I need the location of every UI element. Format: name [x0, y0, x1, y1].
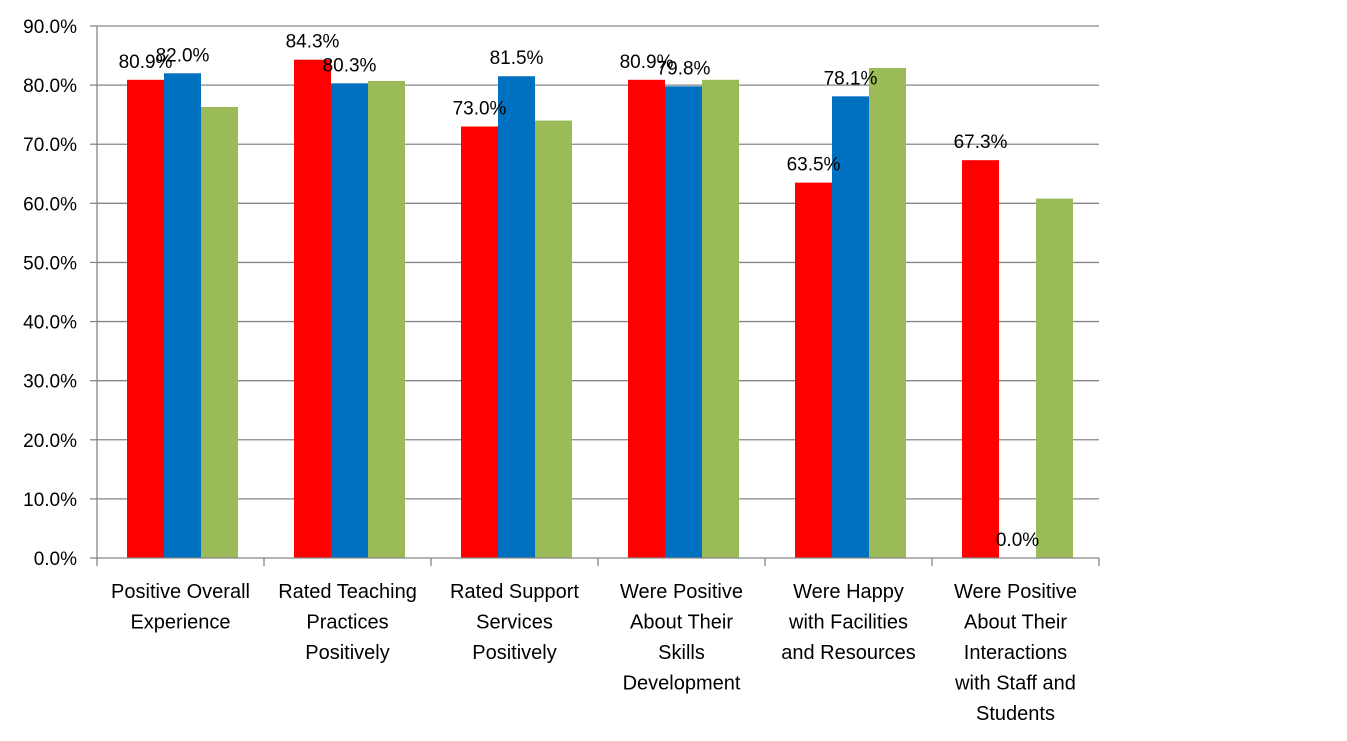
data-label: 73.0%: [453, 98, 507, 119]
data-label: 0.0%: [996, 530, 1039, 551]
bar: [795, 182, 832, 558]
y-tick-label: 90.0%: [23, 17, 77, 38]
bar: [962, 160, 999, 558]
data-label: 67.3%: [954, 132, 1008, 153]
category-labels: Positive Overall Experience Rated Teaching…: [111, 581, 1077, 725]
y-tick-labels: 0.0% 10.0% 20.0% 30.0% 40.0% 50.0% 60.0% 70.0% 8…: [23, 17, 77, 570]
data-label: 84.3%: [286, 32, 340, 53]
data-labels: 80.9% 84.3% 73.0% 80.9% 63.5% 67.3% 82.0% 80.3%…: [119, 32, 1040, 551]
axes: [90, 25, 1100, 566]
category-label: Were Positive About Their Interactions with…: [954, 581, 1077, 725]
category-label: Were Happy with Facilities and Resources: [781, 581, 916, 664]
data-label: 79.8%: [657, 58, 711, 79]
bar: [1036, 198, 1073, 559]
y-tick-label: 30.0%: [23, 372, 77, 393]
data-label: 80.9%: [620, 52, 674, 73]
y-tick-label: 0.0%: [34, 549, 77, 570]
y-tick-label: 40.0%: [23, 313, 77, 334]
y-tick-label: 50.0%: [23, 253, 77, 274]
category-label: Were Positive About Their Skills Developmen…: [620, 581, 743, 695]
bar: [331, 83, 368, 559]
data-label: 81.5%: [490, 48, 544, 69]
y-tick-label: 70.0%: [23, 135, 77, 156]
y-tick-label: 20.0%: [23, 431, 77, 452]
bar: [201, 106, 238, 558]
bar: [498, 76, 535, 558]
data-label: 80.3%: [323, 55, 377, 76]
y-tick-label: 10.0%: [23, 490, 77, 511]
bar: [702, 79, 739, 559]
data-label: 82.0%: [156, 45, 210, 66]
bar: [535, 120, 572, 559]
data-label: 78.1%: [824, 68, 878, 89]
category-label: Positive Overall Experience: [111, 581, 250, 634]
bar: [164, 73, 201, 559]
bar: [628, 79, 665, 559]
y-tick-label: 80.0%: [23, 76, 77, 97]
bar: [869, 67, 906, 559]
y-tick-label: 60.0%: [23, 194, 77, 215]
bar: [461, 126, 498, 558]
gridlines: [97, 25, 1099, 500]
bar: [368, 80, 405, 559]
bar: [832, 96, 869, 558]
data-label: 80.9%: [119, 52, 173, 73]
category-label: Rated Support Services Positively: [450, 581, 579, 664]
bar: [294, 59, 331, 559]
bars: [127, 59, 1073, 559]
bar: [127, 79, 164, 559]
bar: [665, 86, 702, 558]
category-label: Rated Teaching Practices Positively: [278, 581, 417, 664]
data-label: 63.5%: [787, 155, 841, 176]
